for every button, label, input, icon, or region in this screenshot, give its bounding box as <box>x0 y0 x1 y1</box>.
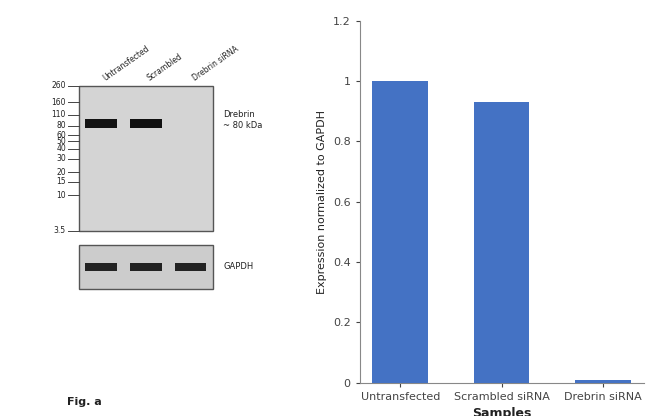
Text: 110: 110 <box>51 110 66 119</box>
Text: 30: 30 <box>56 154 66 163</box>
Bar <box>79 86 213 231</box>
Text: 10: 10 <box>57 191 66 200</box>
Bar <box>79 245 213 289</box>
Text: GAPDH: GAPDH <box>224 262 254 271</box>
Bar <box>86 119 117 128</box>
Text: 260: 260 <box>51 82 66 90</box>
Y-axis label: Expression normalized to GAPDH: Expression normalized to GAPDH <box>317 110 327 294</box>
Text: 15: 15 <box>57 177 66 186</box>
Text: Scrambled: Scrambled <box>146 52 185 82</box>
Text: 60: 60 <box>56 131 66 140</box>
Text: 50: 50 <box>56 137 66 146</box>
Text: 160: 160 <box>51 98 66 107</box>
Bar <box>474 102 529 383</box>
Text: Drebrin
~ 80 kDa: Drebrin ~ 80 kDa <box>224 110 263 130</box>
Text: 40: 40 <box>56 144 66 154</box>
Text: 80: 80 <box>57 121 66 130</box>
Bar <box>130 119 162 128</box>
Bar <box>372 81 428 383</box>
Text: Untransfected: Untransfected <box>101 44 151 82</box>
Text: 20: 20 <box>57 168 66 177</box>
Bar <box>86 263 117 270</box>
Text: Fig. a: Fig. a <box>66 397 101 407</box>
Text: Drebrin siRNA: Drebrin siRNA <box>190 44 240 82</box>
Bar <box>175 263 206 270</box>
Bar <box>130 263 162 270</box>
X-axis label: Samples: Samples <box>472 407 531 416</box>
Text: 3.5: 3.5 <box>54 226 66 235</box>
Bar <box>575 380 630 383</box>
